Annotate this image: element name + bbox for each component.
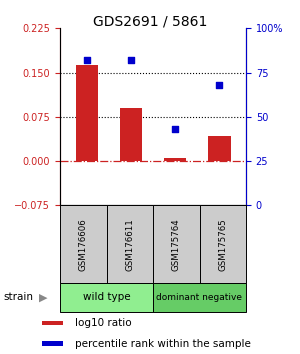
Bar xyxy=(42,320,63,325)
Point xyxy=(173,126,178,132)
Text: percentile rank within the sample: percentile rank within the sample xyxy=(75,339,251,349)
Bar xyxy=(208,136,230,161)
Text: dominant negative: dominant negative xyxy=(157,293,242,302)
Bar xyxy=(42,341,63,346)
Text: ▶: ▶ xyxy=(39,292,48,302)
Text: wild type: wild type xyxy=(83,292,130,302)
Point xyxy=(128,57,133,63)
Text: GSM176606: GSM176606 xyxy=(79,218,88,271)
Bar xyxy=(120,108,142,161)
Bar xyxy=(60,205,106,283)
Bar xyxy=(76,65,98,161)
Text: strain: strain xyxy=(3,292,33,302)
Text: log10 ratio: log10 ratio xyxy=(75,318,132,328)
Text: GSM175764: GSM175764 xyxy=(172,218,181,271)
Text: GSM175765: GSM175765 xyxy=(218,218,227,271)
Bar xyxy=(164,158,186,161)
Text: GSM176611: GSM176611 xyxy=(125,218,134,271)
Bar xyxy=(106,205,153,283)
Bar xyxy=(60,283,153,312)
Point xyxy=(217,82,222,88)
Bar xyxy=(153,205,200,283)
Text: GDS2691 / 5861: GDS2691 / 5861 xyxy=(93,14,207,28)
Bar xyxy=(153,283,246,312)
Point xyxy=(84,57,89,63)
Bar xyxy=(200,205,246,283)
